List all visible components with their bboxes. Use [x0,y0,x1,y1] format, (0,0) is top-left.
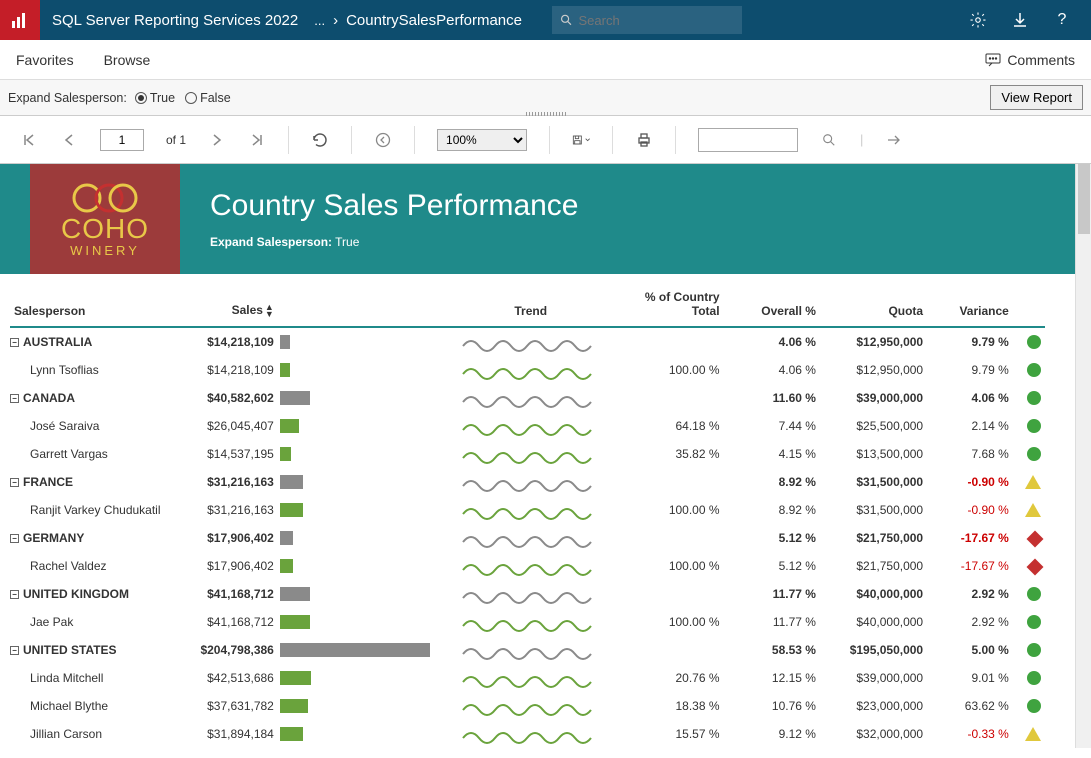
col-indicator [1013,284,1045,327]
expand-icon[interactable]: − [10,534,19,543]
last-page-icon[interactable] [248,131,266,149]
breadcrumb-ellipsis[interactable]: ... [310,13,329,28]
country-row[interactable]: −GERMANY$17,906,4025.12 %$21,750,000-17.… [10,524,1045,552]
search-input[interactable] [579,13,734,28]
zoom-select[interactable]: 100% [437,129,527,151]
col-overall[interactable]: Overall % [724,284,820,327]
app-logo[interactable] [0,0,40,40]
person-row[interactable]: Michael Blythe$37,631,78218.38 %10.76 %$… [10,692,1045,720]
person-row[interactable]: Ranjit Varkey Chudukatil$31,216,163100.0… [10,496,1045,524]
page-number-input[interactable] [100,129,144,151]
comments-label: Comments [1007,52,1075,68]
person-row[interactable]: Jillian Carson$31,894,18415.57 %9.12 %$3… [10,720,1045,748]
vertical-scrollbar[interactable] [1075,164,1091,748]
toolbar-separator [414,126,415,154]
breadcrumb-chevron: › [329,12,342,29]
toolbar-separator [549,126,550,154]
report-subtitle: Expand Salesperson: True [210,235,579,249]
parameter-bar: Expand Salesperson: True False View Repo… [0,80,1091,116]
logo-text-top: COHO [61,215,149,243]
find-icon[interactable] [820,131,838,149]
col-trend[interactable]: Trend [445,284,616,327]
expand-icon[interactable]: − [10,338,19,347]
menubar: Favorites Browse Comments [0,40,1091,80]
expand-icon[interactable]: − [10,646,19,655]
col-variance[interactable]: Variance [927,284,1013,327]
tab-favorites[interactable]: Favorites [16,52,74,68]
breadcrumb-page[interactable]: CountrySalesPerformance [342,12,522,29]
company-logo: COHO WINERY [30,164,180,274]
tab-browse[interactable]: Browse [104,52,151,68]
scroll-thumb[interactable] [1078,164,1090,234]
col-sales[interactable]: Sales▲▼ [181,284,277,327]
expand-icon[interactable]: − [10,394,19,403]
print-icon[interactable] [635,131,653,149]
logo-text-bottom: WINERY [70,243,140,258]
country-row[interactable]: −UNITED KINGDOM$41,168,71211.77 %$40,000… [10,580,1045,608]
search-box[interactable] [552,6,742,34]
toolbar-separator [675,126,676,154]
find-next-icon[interactable] [885,131,903,149]
view-report-button[interactable]: View Report [990,85,1083,110]
toolbar-separator [612,126,613,154]
first-page-icon[interactable] [20,131,38,149]
radio-true[interactable]: True [135,91,175,105]
toolbar-separator: | [860,132,863,147]
save-icon[interactable] [572,131,590,149]
report-banner: COHO WINERY Country Sales Performance Ex… [0,164,1075,274]
download-icon[interactable] [1011,11,1029,29]
person-row[interactable]: Linda Mitchell$42,513,68620.76 %12.15 %$… [10,664,1045,692]
country-row[interactable]: −UNITED STATES$204,798,38658.53 %$195,05… [10,636,1045,664]
person-row[interactable]: Jae Pak$41,168,712100.00 %11.77 %$40,000… [10,608,1045,636]
person-row[interactable]: José Saraiva$26,045,40764.18 %7.44 %$25,… [10,412,1045,440]
back-icon[interactable] [374,131,392,149]
person-row[interactable]: Rachel Valdez$17,906,402100.00 %5.12 %$2… [10,552,1045,580]
col-salesperson[interactable]: Salesperson [10,284,181,327]
find-input[interactable] [698,128,798,152]
country-row[interactable]: −FRANCE$31,216,1638.92 %$31,500,000-0.90… [10,468,1045,496]
gear-icon[interactable] [969,11,987,29]
person-row[interactable]: Lynn Tsoflias$14,218,109100.00 %4.06 %$1… [10,356,1045,384]
help-icon[interactable]: ? [1053,11,1071,29]
prev-page-icon[interactable] [60,131,78,149]
app-header: SQL Server Reporting Services 2022 ... ›… [0,0,1091,40]
app-title[interactable]: SQL Server Reporting Services 2022 [40,12,310,29]
expand-icon[interactable]: − [10,590,19,599]
param-label: Expand Salesperson: [8,91,127,105]
col-pct-country[interactable]: % of Country Total [616,284,723,327]
comments-button[interactable]: Comments [985,52,1075,68]
toolbar-separator [288,126,289,154]
report-toolbar: of 1 100% | [0,116,1091,164]
col-quota[interactable]: Quota [820,284,927,327]
col-bar [278,284,445,327]
toolbar-separator [351,126,352,154]
refresh-icon[interactable] [311,131,329,149]
next-page-icon[interactable] [208,131,226,149]
splitter-grip[interactable] [526,112,566,116]
radio-false[interactable]: False [185,91,231,105]
report-title: Country Sales Performance [210,189,579,223]
report-viewport: COHO WINERY Country Sales Performance Ex… [0,164,1075,748]
country-row[interactable]: −CANADA$40,582,60211.60 %$39,000,0004.06… [10,384,1045,412]
person-row[interactable]: Garrett Vargas$14,537,19535.82 %4.15 %$1… [10,440,1045,468]
expand-icon[interactable]: − [10,478,19,487]
country-row[interactable]: −AUSTRALIA$14,218,1094.06 %$12,950,0009.… [10,327,1045,356]
sales-table: Salesperson Sales▲▼ Trend % of Country T… [10,284,1045,748]
page-count-label: of 1 [166,133,186,147]
